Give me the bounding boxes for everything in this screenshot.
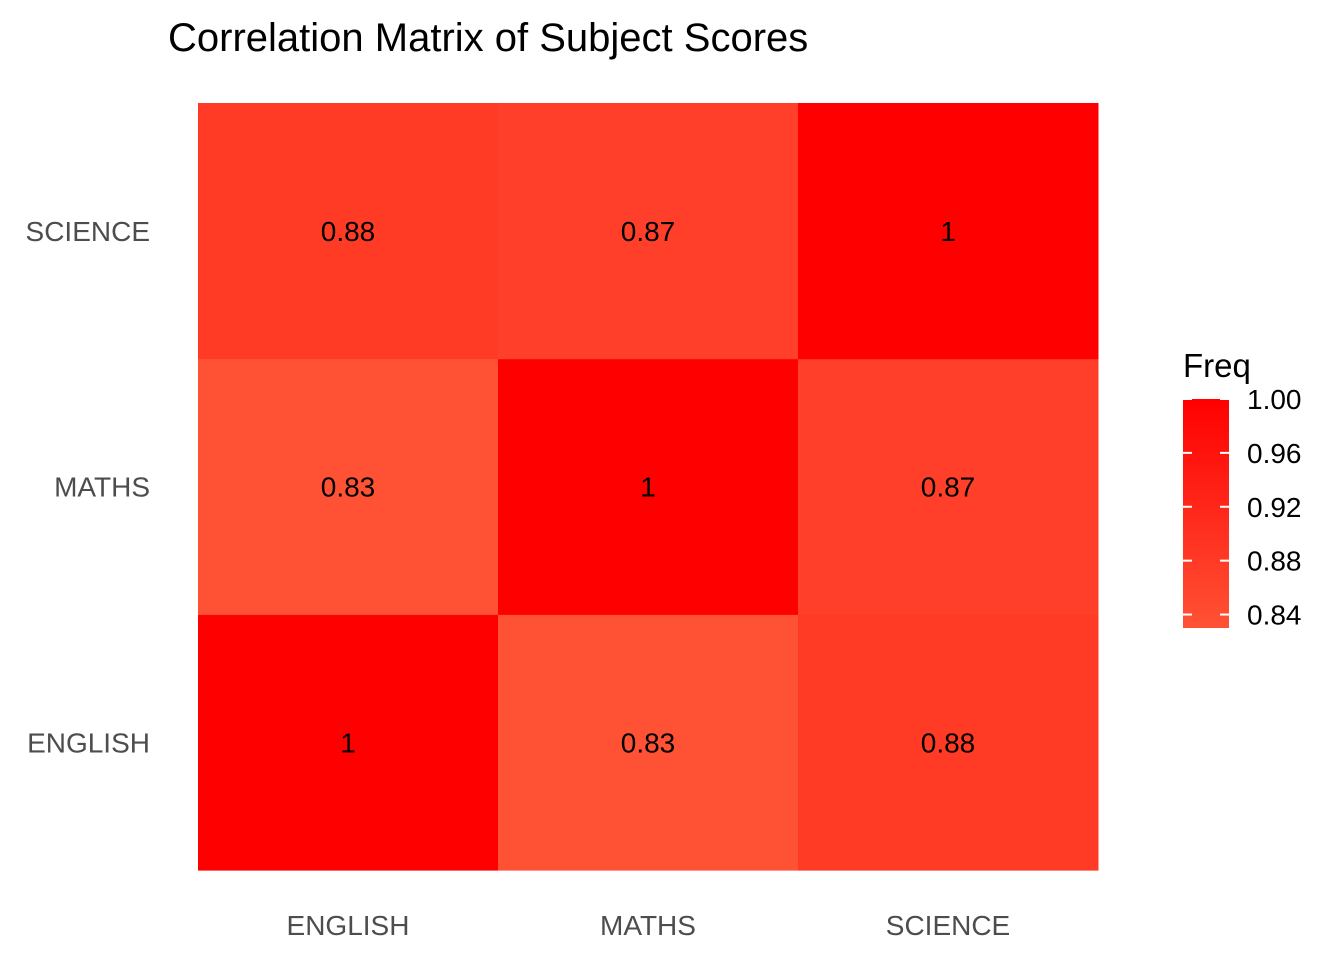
legend-colorbar [1183,399,1229,628]
heatmap-cell [798,103,1099,360]
cell-value-label: 0.88 [321,216,376,247]
heatmap-cells: 1 0.83 0.88 0.83 1 0.87 0.88 0.87 1 [198,103,1099,871]
heatmap-cell [498,614,799,871]
cell-value-label: 0.87 [621,216,676,247]
heatmap-cell [198,358,499,615]
cell-value-label: 0.87 [921,472,976,503]
y-tick-label: MATHS [54,472,150,503]
cell-value-label: 0.88 [921,727,976,758]
heatmap-cell [198,103,499,360]
legend-ticks: 1.00 0.96 0.92 0.88 0.84 [1183,384,1302,631]
cell-value-label: 0.83 [621,727,676,758]
y-tick-label: SCIENCE [26,216,150,247]
x-axis-tick-labels: ENGLISH MATHS SCIENCE [287,910,1011,941]
cell-value-label: 1 [340,727,356,758]
cell-value-label: 1 [940,216,956,247]
legend-tick-label: 0.96 [1247,438,1302,469]
chart-title: Correlation Matrix of Subject Scores [168,16,808,60]
heatmap-cell [798,614,1099,871]
x-tick-label: ENGLISH [287,910,410,941]
cell-value-label: 0.83 [321,472,376,503]
legend-title: Freq [1183,347,1251,384]
x-tick-label: MATHS [600,910,696,941]
legend-tick-label: 0.88 [1247,546,1302,577]
legend-tick-label: 0.84 [1247,600,1302,631]
heatmap-cell [498,358,799,615]
heatmap-cell [198,614,499,871]
y-tick-label: ENGLISH [27,727,150,758]
legend-tick-label: 0.92 [1247,492,1302,523]
x-tick-label: SCIENCE [886,910,1010,941]
color-legend: Freq 1.00 0.96 0.92 0.88 0.84 [1183,347,1302,631]
cell-value-label: 1 [640,472,656,503]
heatmap-cell [798,358,1099,615]
y-axis-tick-labels: ENGLISH MATHS SCIENCE [26,216,150,758]
heatmap-cell [498,103,799,360]
legend-tick-label: 1.00 [1247,384,1302,415]
